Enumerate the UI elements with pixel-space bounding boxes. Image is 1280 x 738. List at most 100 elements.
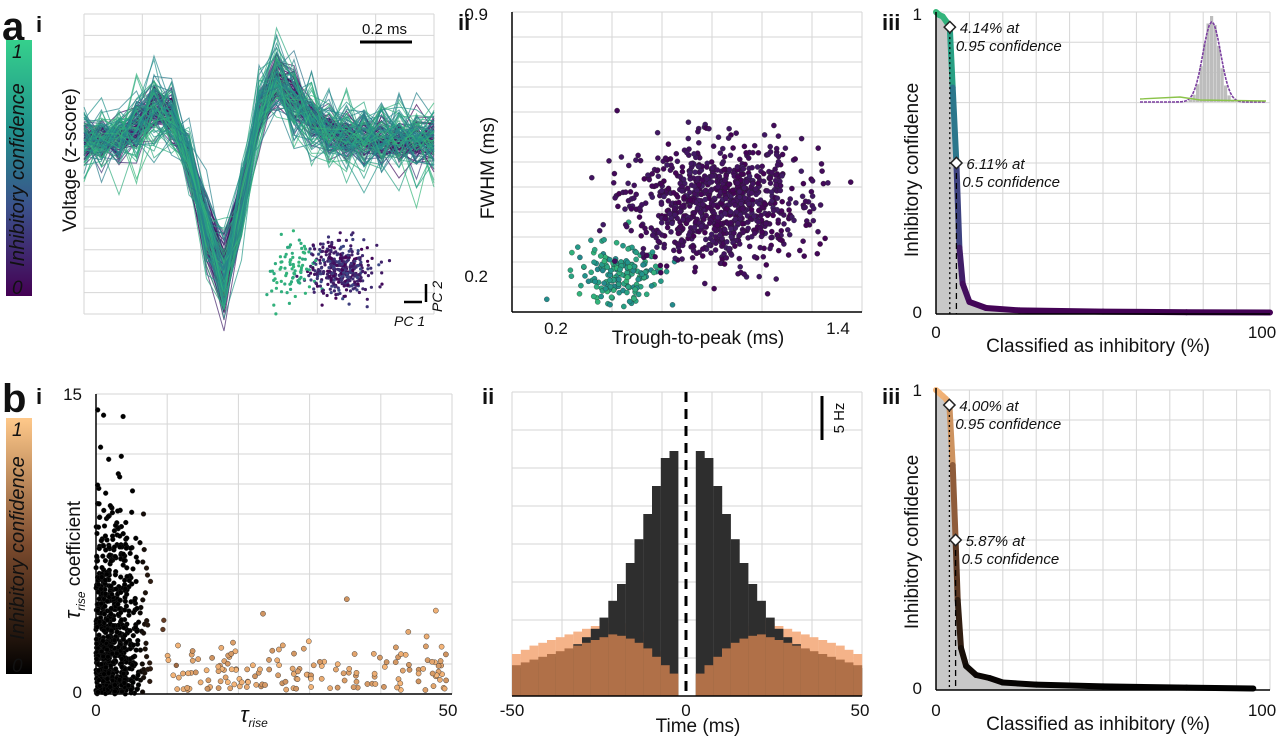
scatter-point (133, 535, 139, 541)
scatter-point (585, 278, 592, 285)
pca-point (288, 282, 292, 286)
pca-point (300, 246, 304, 250)
scatter-point (694, 175, 701, 182)
waveform-trace (83, 74, 435, 285)
scatter-point (661, 193, 667, 200)
scatter-point (130, 566, 136, 572)
pca-point (297, 260, 301, 264)
scatter-point (640, 262, 646, 268)
scatter-point (722, 210, 728, 217)
a-ii-xtick-max: 1.4 (826, 319, 850, 338)
scatter-point (238, 679, 245, 686)
scatter-point (746, 243, 753, 250)
scatter-point (589, 174, 595, 181)
scatter-point (606, 277, 613, 284)
scatter-point (429, 670, 436, 677)
ccg-bar (608, 634, 618, 696)
scatter-point (786, 231, 793, 238)
scatter-point (746, 173, 753, 180)
scatter-point (734, 174, 741, 180)
scatter-point (381, 664, 388, 670)
ccg-bar (643, 648, 653, 696)
scatter-point (232, 648, 239, 655)
inset-bar (1220, 68, 1224, 102)
scatter-point (777, 187, 784, 194)
scatter-point (98, 600, 104, 607)
inset-bar (1217, 45, 1221, 102)
ccg-bar (538, 656, 548, 696)
scatter-point (644, 252, 650, 259)
scatter-point (690, 243, 696, 250)
scatter-point (293, 685, 300, 692)
scatter-point (253, 682, 260, 688)
scatter-point (592, 278, 598, 285)
waveform-trace (83, 33, 435, 272)
scatter-point (275, 672, 281, 679)
b-iii-xtick-max: 100 (1248, 701, 1276, 720)
pca-point (280, 260, 284, 264)
pca-point (378, 285, 382, 289)
pca-point (380, 271, 384, 275)
scatter-point (617, 266, 623, 273)
scatter-point (118, 589, 124, 596)
pca-point (285, 291, 289, 295)
scatter-point (722, 185, 729, 191)
pca-point (309, 278, 313, 282)
scatter-point (773, 276, 779, 282)
scatter-point (392, 659, 399, 666)
scatter-point (107, 503, 113, 509)
a-i-colorbar-title: Inhibitory confidence (7, 83, 29, 266)
b-i-points (93, 407, 449, 697)
ccg-bar (765, 637, 775, 696)
pca-point (347, 249, 351, 253)
pca-point (326, 235, 331, 239)
scatter-point (746, 200, 752, 207)
panel-letter-a: a (2, 5, 25, 49)
pca-point (359, 267, 363, 271)
scatter-point (103, 664, 109, 671)
scatter-point (121, 644, 128, 651)
scatter-point (435, 663, 442, 669)
pca-point (329, 250, 333, 254)
ccg-bar (634, 539, 644, 696)
scatter-point (717, 150, 724, 156)
scatter-point (712, 247, 719, 253)
scatter-point (228, 666, 235, 673)
scatter-point (743, 179, 750, 185)
scatter-point (698, 191, 705, 198)
scatter-point (610, 180, 617, 186)
scatter-point (133, 554, 139, 560)
scatter-point (165, 657, 172, 664)
scatter-point (633, 256, 639, 263)
scatter-point (95, 689, 101, 695)
scatter-point (684, 185, 691, 192)
scatter-point (245, 679, 251, 685)
pca-point (293, 294, 297, 299)
scatter-point (777, 182, 784, 189)
scatter-point (195, 656, 201, 662)
scatter-point (327, 685, 333, 692)
scatter-point (135, 672, 141, 678)
scatter-point (94, 607, 101, 614)
pca-point (313, 247, 317, 251)
scatter-point (775, 247, 782, 254)
confidence-curve-segment (983, 305, 1023, 314)
pca-point (337, 273, 341, 277)
scatter-point (406, 662, 412, 668)
threshold-marker (943, 20, 957, 34)
scatter-point (775, 133, 782, 139)
scatter-point (282, 678, 289, 685)
pca-point (356, 282, 360, 286)
scatter-point (660, 166, 667, 172)
pca-point (337, 280, 341, 284)
scatter-point (696, 181, 702, 188)
scatter-point (663, 268, 670, 275)
scatter-point (215, 663, 222, 670)
panel-a-iii-label: iii (882, 10, 900, 35)
scatter-point (684, 149, 690, 156)
scatter-point (397, 680, 404, 687)
a-iii-ytick-min: 0 (913, 303, 922, 322)
pca-point (348, 265, 352, 269)
scatter-point (437, 677, 443, 683)
pca-point (279, 290, 284, 294)
